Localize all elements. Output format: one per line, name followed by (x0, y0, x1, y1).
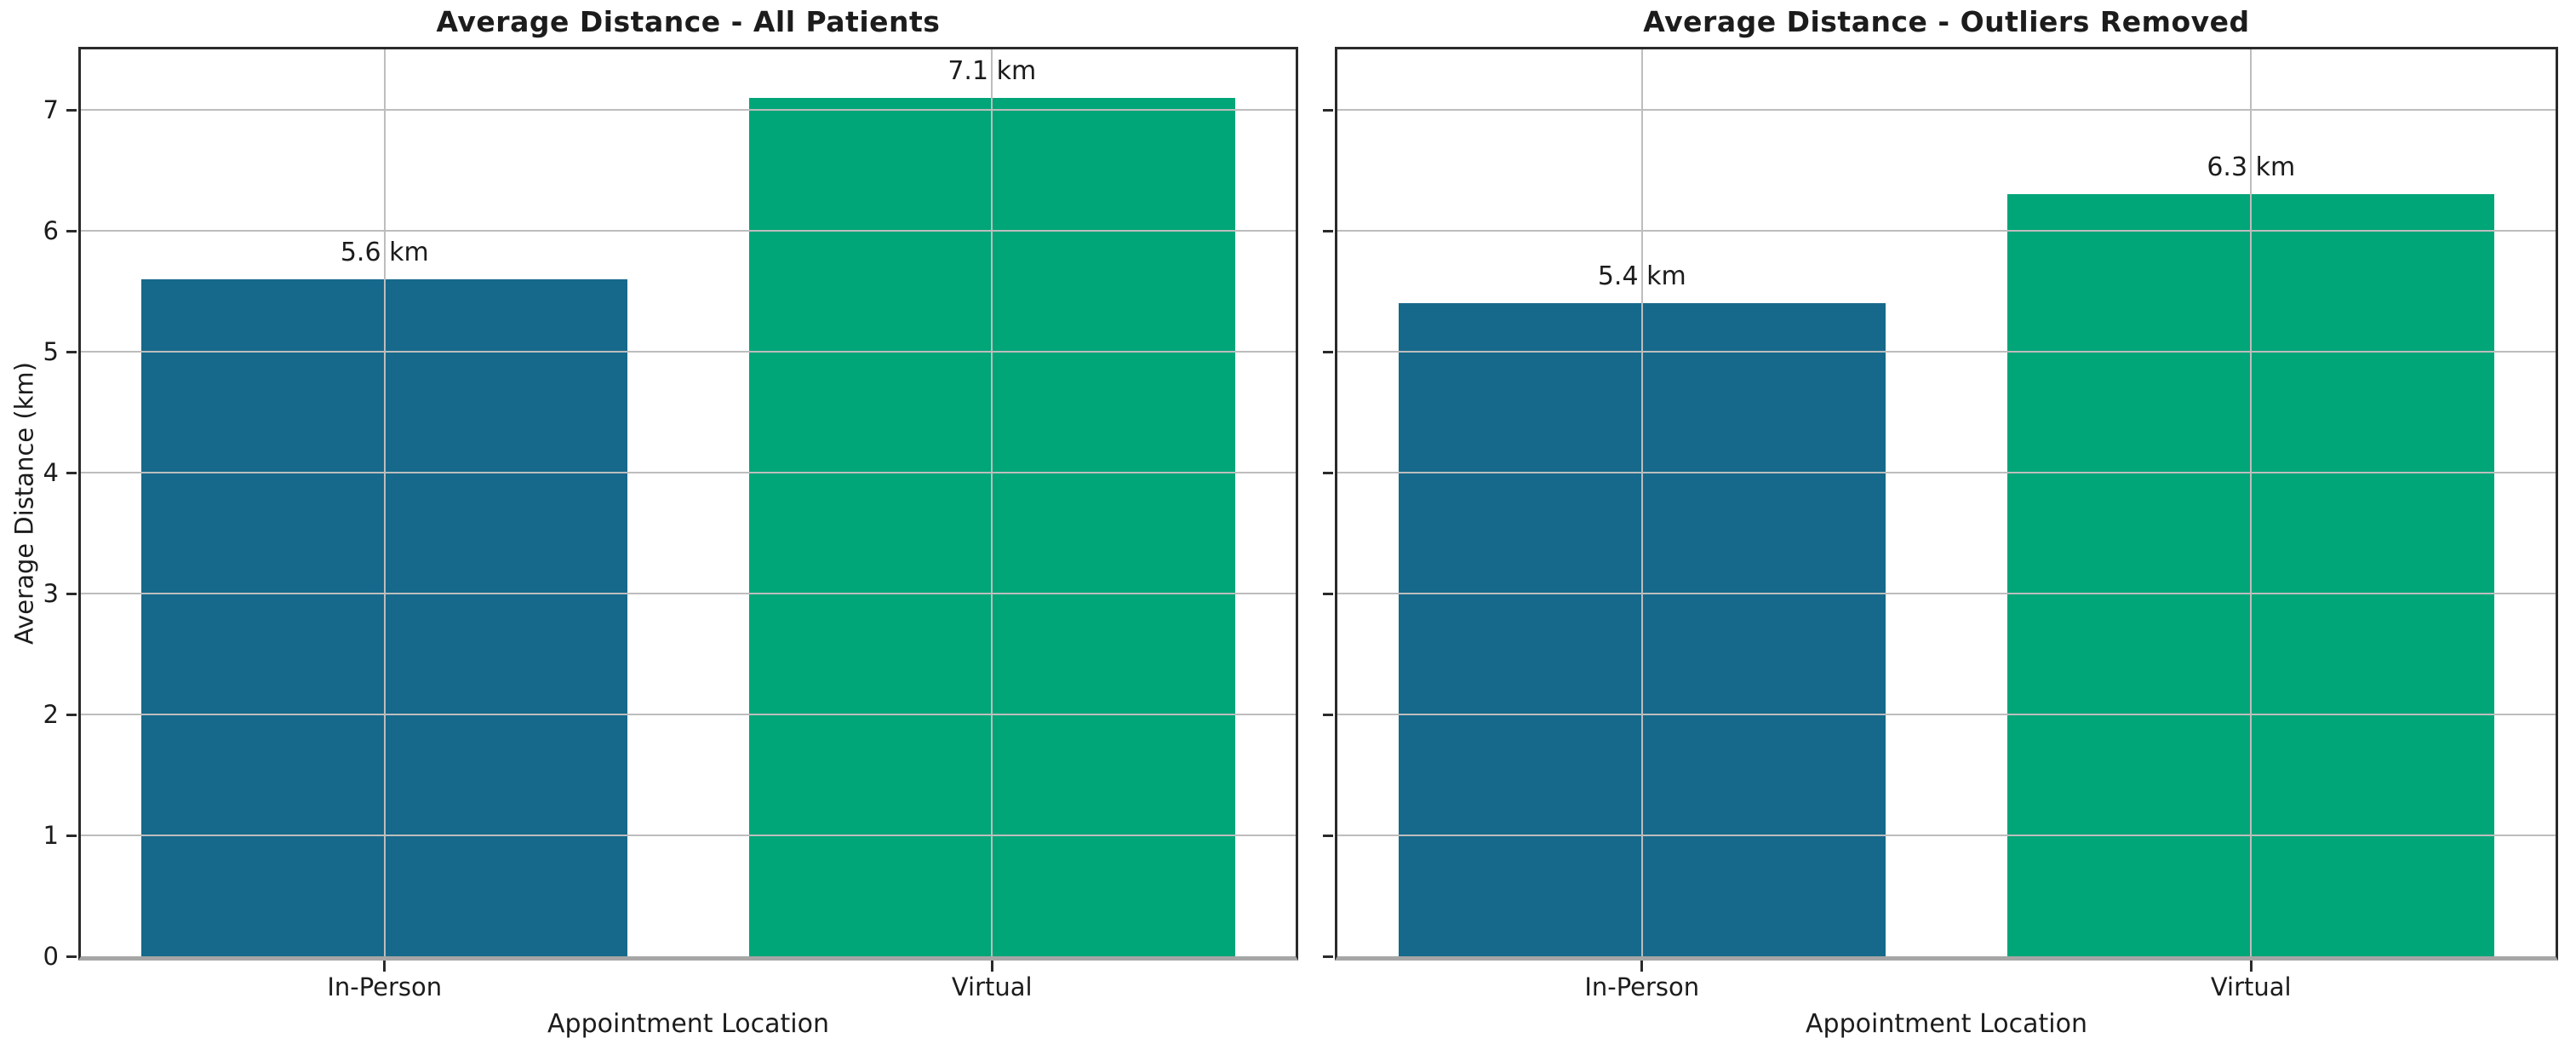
v-gridline (383, 49, 386, 956)
h-gridline (1337, 472, 2556, 473)
y-tick-mark (1323, 713, 1333, 716)
y-tick-mark (1323, 108, 1333, 112)
h-gridline (1337, 835, 2556, 836)
y-tick-label: 7 (43, 95, 59, 124)
h-gridline (81, 351, 1296, 353)
x-tick-mark (1640, 961, 1644, 972)
h-gridline (81, 109, 1296, 111)
x-axis-label: Appointment Location (547, 1009, 829, 1039)
y-tick-label: 5 (43, 337, 59, 366)
y-tick-label: 6 (43, 216, 59, 245)
y-tick-mark (1323, 834, 1333, 837)
h-gridline (81, 593, 1296, 594)
x-tick-label: In-Person (1584, 972, 1700, 1001)
y-tick-mark (66, 955, 77, 958)
h-gridline (1337, 230, 2556, 232)
y-tick-mark (66, 229, 77, 232)
x-tick-mark (990, 961, 993, 972)
y-tick-mark (66, 350, 77, 353)
y-tick-mark (66, 713, 77, 716)
x-tick-mark (2249, 961, 2253, 972)
y-tick-label: 4 (43, 458, 59, 487)
chart-title: Average Distance - All Patients (436, 5, 941, 38)
plot-area: 5.6 km 7.1 km 0 1 2 3 4 5 6 7 (43, 47, 1298, 972)
y-tick-mark (66, 108, 77, 112)
bar-value-label: 5.6 km (340, 237, 429, 267)
bar-value-label: 7.1 km (947, 55, 1037, 86)
y-tick-label: 2 (43, 700, 59, 729)
h-gridline (81, 714, 1296, 715)
y-tick-mark (1323, 350, 1333, 353)
h-gridline (81, 472, 1296, 473)
v-gridline (2250, 49, 2253, 956)
plot-area: 5.4 km 6.3 km (1323, 47, 2558, 972)
y-tick-mark (66, 471, 77, 474)
x-tick-label: In-Person (327, 972, 443, 1001)
x-tick-mark (383, 961, 386, 972)
x-axis-label: Appointment Location (1806, 1009, 2087, 1039)
y-tick-mark (1323, 592, 1333, 595)
h-gridline (81, 835, 1296, 836)
y-tick-label: 1 (43, 821, 59, 850)
y-tick-mark (1323, 471, 1333, 474)
v-gridline (991, 49, 993, 956)
v-gridline (1640, 49, 1643, 956)
x-tick-label: Virtual (2210, 972, 2292, 1001)
h-gridline (1337, 593, 2556, 594)
h-gridline (1337, 109, 2556, 111)
h-gridline (1337, 351, 2556, 353)
y-tick-mark (1323, 229, 1333, 232)
y-tick-label: 3 (43, 579, 59, 608)
y-tick-label: 0 (43, 942, 59, 971)
h-gridline (1337, 714, 2556, 715)
bar-value-label: 6.3 km (2207, 152, 2296, 183)
y-tick-mark (1323, 955, 1333, 958)
y-tick-mark (66, 834, 77, 837)
bar-value-label: 5.4 km (1597, 261, 1686, 292)
h-gridline (81, 230, 1296, 232)
chart-title: Average Distance - Outliers Removed (1643, 5, 2250, 38)
y-tick-mark (66, 592, 77, 595)
x-tick-label: Virtual (951, 972, 1033, 1001)
